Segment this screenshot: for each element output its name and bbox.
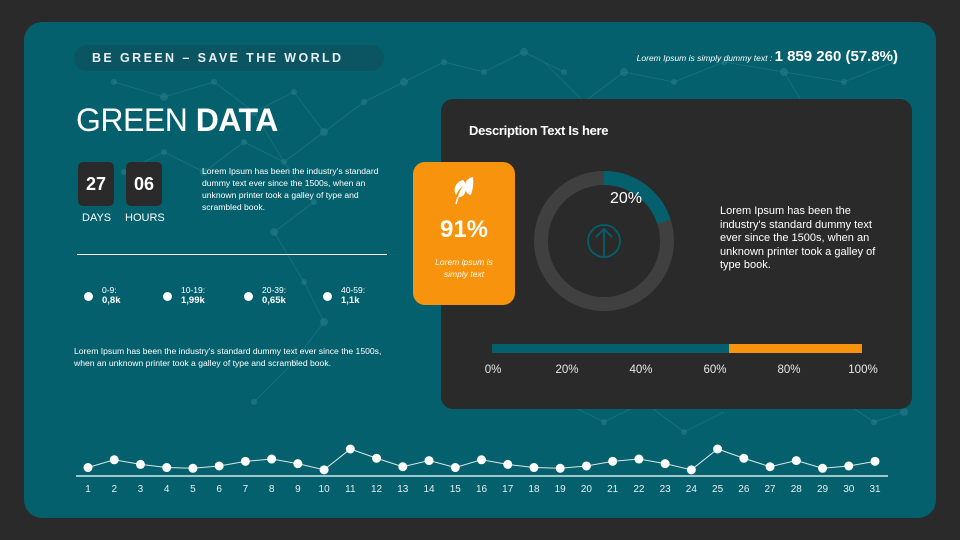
bullet-icon <box>244 292 253 301</box>
intro-text: Lorem Ipsum has been the industry's stan… <box>202 166 379 212</box>
panel-title: Description Text Is here <box>469 123 609 138</box>
age-stat: 10-19: 1,99k <box>163 285 206 306</box>
x-axis-label: 22 <box>633 484 645 495</box>
top-stat: Lorem Ipsum is simply dummy text : 1 859… <box>637 48 898 66</box>
donut-chart <box>534 171 674 311</box>
x-axis-label: 29 <box>816 484 829 495</box>
x-axis-label: 19 <box>554 484 566 495</box>
x-axis-label: 16 <box>475 484 488 495</box>
hours-tile: 06 <box>126 162 162 206</box>
x-axis-label: 18 <box>528 484 540 495</box>
age-stat-label: 0-9: <box>102 285 117 295</box>
x-axis-label: 28 <box>790 484 802 495</box>
bullet-icon <box>323 292 332 301</box>
x-axis-label: 27 <box>764 484 776 495</box>
x-axis-label: 20 <box>580 484 592 495</box>
title-light: GREEN <box>76 102 196 138</box>
x-axis-label: 1 <box>85 484 91 495</box>
progress-tick-label: 20% <box>555 364 579 376</box>
bullet-icon <box>84 292 93 301</box>
x-axis-label: 12 <box>371 484 383 495</box>
progress-tick-label: 40% <box>629 364 653 376</box>
progress-tick-label: 80% <box>777 364 801 376</box>
x-axis-label: 25 <box>712 484 724 495</box>
highlight-card: 91% Lorem ipsum is simply text <box>413 162 515 305</box>
leaf-icon <box>454 177 474 205</box>
age-stat: 20-39: 0,65k <box>244 285 287 306</box>
days-tile: 27 <box>78 162 114 206</box>
top-stat-label: Lorem Ipsum is simply dummy text : <box>636 53 775 63</box>
x-axis-label: 24 <box>685 484 697 495</box>
age-stat-label: 40-59: <box>341 285 366 295</box>
age-stat-value: 0,65k <box>262 295 286 306</box>
x-axis-label: 21 <box>607 484 619 495</box>
tagline-pill: BE GREEN – SAVE THE WORLD <box>74 45 384 71</box>
progress-teal-segment <box>492 344 729 353</box>
description-panel: Description Text Is here <box>441 99 912 409</box>
arrow-up-circle-icon <box>587 224 621 258</box>
days-label: DAYS <box>82 212 112 224</box>
age-stat-label: 20-39: <box>262 285 287 295</box>
highlight-value: 91% <box>439 216 489 243</box>
age-stat-value: 0,8k <box>102 295 121 306</box>
age-stat-label: 10-19: <box>181 285 206 295</box>
bottom-text: Lorem Ipsum has been the industry's stan… <box>74 346 382 368</box>
x-axis-label: 17 <box>502 484 514 495</box>
x-axis-label: 3 <box>137 484 144 495</box>
page-title: GREEN DATA <box>76 102 278 139</box>
progress-tick-label: 100% <box>848 364 878 376</box>
x-axis-label: 10 <box>318 484 330 495</box>
top-stat-value: 1 859 260 (57.8%) <box>774 48 898 65</box>
panel-description: Lorem Ipsum has been the industry's stan… <box>720 205 876 271</box>
age-stat: 0-9: 0,8k <box>84 285 121 306</box>
progress-tick-label: 60% <box>703 364 727 376</box>
x-axis-label: 14 <box>423 484 435 495</box>
age-stat: 40-59: 1,1k <box>323 285 366 306</box>
x-axis-label: 7 <box>242 484 249 495</box>
x-axis-label: 6 <box>216 484 222 495</box>
age-stat-value: 1,99k <box>181 295 205 306</box>
title-bold: DATA <box>195 102 279 138</box>
x-axis-label: 13 <box>397 484 409 495</box>
slide-background: BE GREEN – SAVE THE WORLD Lorem Ipsum is… <box>24 22 936 518</box>
highlight-caption: Lorem ipsum is simply text <box>435 257 493 279</box>
x-axis-label: 30 <box>843 484 855 495</box>
x-axis-label: 9 <box>295 484 301 495</box>
donut-label: 20% <box>610 190 643 207</box>
progress-bar <box>492 344 862 353</box>
divider <box>77 254 387 255</box>
bullet-icon <box>163 292 172 301</box>
progress-tick-label: 0% <box>484 364 502 376</box>
x-axis-label: 23 <box>659 484 671 495</box>
x-axis-label: 8 <box>268 484 275 495</box>
progress-orange-segment <box>728 344 862 353</box>
hours-label: HOURS <box>125 212 165 224</box>
x-axis-label: 26 <box>738 484 750 495</box>
line-chart <box>76 444 888 477</box>
x-axis-label: 4 <box>163 484 170 495</box>
x-axis-label: 15 <box>449 484 461 495</box>
age-stat-value: 1,1k <box>341 295 360 306</box>
x-axis-label: 11 <box>345 484 356 495</box>
x-axis-label: 5 <box>190 484 196 495</box>
x-axis-label: 31 <box>869 484 881 495</box>
x-axis-label: 2 <box>111 484 117 495</box>
